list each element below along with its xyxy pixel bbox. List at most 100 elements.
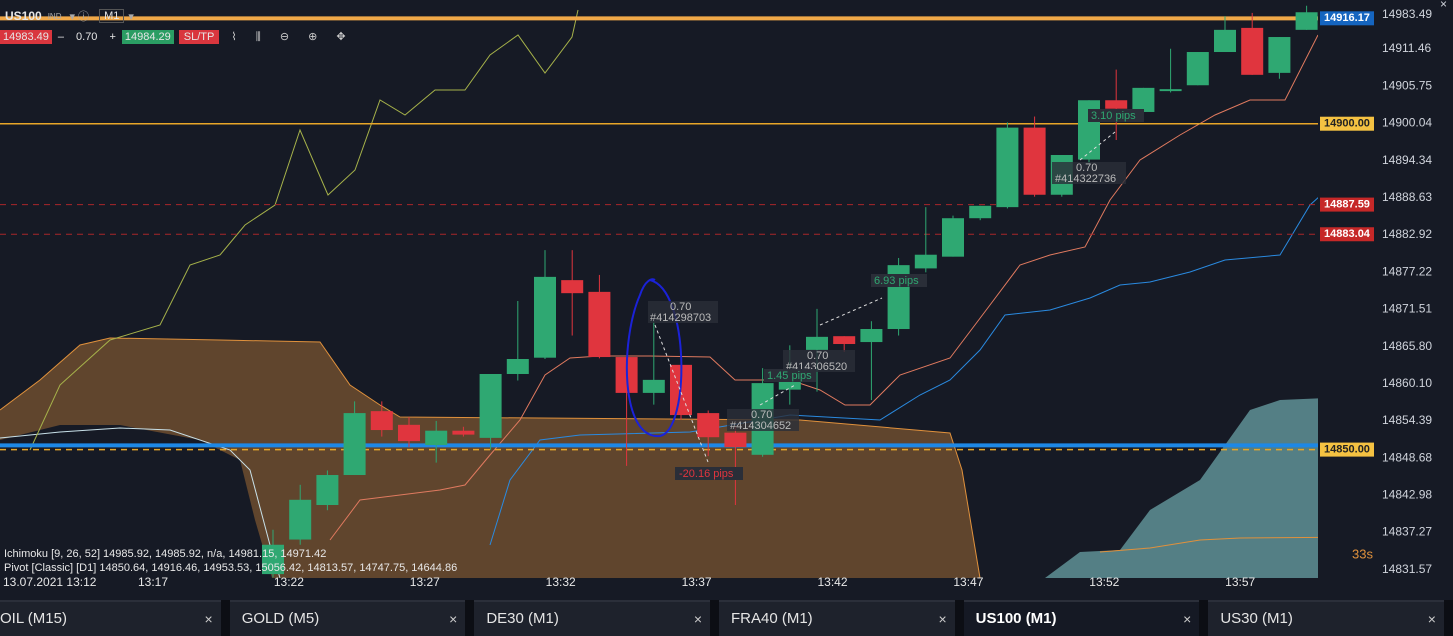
lot-size[interactable]: 0.70	[76, 31, 98, 43]
trade-box	[1052, 162, 1126, 184]
price-label: 14883.04	[1324, 228, 1371, 240]
y-tick-label: 14860.10	[1382, 376, 1432, 390]
trade-id: #414322736	[1055, 173, 1116, 185]
trade-link	[654, 324, 709, 463]
trade-link	[819, 297, 883, 326]
candle-body	[1159, 89, 1182, 92]
y-tick-label: 14871.51	[1382, 302, 1432, 316]
trade-lot: 0.70	[1076, 162, 1097, 174]
tab-close[interactable]: ×	[938, 611, 947, 627]
chart: 0.70 #414298703 0.70 #414304652 0.70 #41…	[0, 0, 1453, 600]
candle-body	[316, 475, 339, 506]
y-tick-label: 14911.46	[1382, 41, 1431, 55]
chikou	[29, 9, 579, 451]
tab-close[interactable]: ×	[204, 611, 213, 627]
tenkan	[329, 34, 1319, 541]
y-tick-label: 14837.27	[1382, 525, 1432, 539]
trade-bar: 14983.49 – 0.70 + 14984.29 SL/TP ⌇ ⫼ ⊖ ⊕…	[0, 29, 354, 45]
hand-drawing	[625, 278, 683, 438]
candle-body	[942, 218, 964, 257]
pips-box	[675, 467, 743, 480]
tab[interactable]: OIL (M15) ×	[0, 600, 221, 636]
candle-body	[1186, 52, 1209, 86]
candle-body	[506, 359, 529, 374]
candle-body	[343, 413, 366, 476]
tab-close[interactable]: ×	[449, 611, 458, 627]
span-a	[0, 337, 981, 579]
tab[interactable]: DE30 (M1) ×	[474, 600, 710, 636]
y-tick-label: 14831.57	[1382, 562, 1432, 576]
candle-body	[1268, 37, 1291, 73]
candle-body	[914, 254, 937, 269]
x-tick-label: 13:47	[953, 575, 983, 589]
candle-body	[534, 276, 556, 358]
dropdown-icon[interactable]: ▾	[128, 10, 134, 23]
price-labels: 14916.17 14900.00 14887.59 14883.04 14850.00	[1320, 11, 1374, 457]
lot-plus[interactable]: +	[109, 31, 116, 43]
close-icon[interactable]: ×	[1440, 0, 1447, 11]
candle-body	[1241, 27, 1264, 75]
tool-icons[interactable]: ⌇ ⫼ ⊖ ⊕ ✥	[231, 31, 354, 43]
tab-label[interactable]: OIL (M15)	[0, 610, 67, 627]
price-label-bg	[1320, 116, 1374, 131]
x-tick-label: 13:52	[1089, 575, 1119, 589]
candle-body	[479, 373, 502, 438]
tab[interactable]: US30 (M1) ×	[1208, 600, 1444, 636]
y-tick-label: 14888.63	[1382, 190, 1432, 204]
symbol-bar: US100 IND ▾ ⓘ M1 ▾	[5, 8, 134, 24]
tab[interactable]: US100 (M1) ×	[963, 600, 1200, 636]
symbol[interactable]: US100	[5, 9, 42, 23]
top-price-label: 14983.49	[1382, 7, 1432, 21]
candle-body	[1105, 100, 1128, 109]
candles	[262, 5, 1318, 578]
x-tick-label: 13.07.2021 13:12	[3, 575, 97, 589]
tab-label[interactable]: FRA40 (M1)	[731, 610, 813, 627]
timeframe[interactable]: M1	[99, 9, 125, 23]
tab[interactable]: GOLD (M5) ×	[229, 600, 466, 636]
trade-lot: 0.70	[751, 409, 772, 421]
tab-close[interactable]: ×	[1183, 611, 1192, 627]
market: IND	[47, 11, 62, 21]
tab-close[interactable]: ×	[693, 611, 702, 627]
price-label-bg	[1320, 11, 1374, 26]
trade-link	[1079, 131, 1116, 161]
trade-lot: 0.70	[670, 301, 691, 313]
candle-body	[1295, 12, 1318, 30]
trade-box	[648, 301, 718, 323]
tab-label[interactable]: US30 (M1)	[1220, 610, 1293, 627]
y-tick-label: 14900.04	[1382, 116, 1432, 130]
tab-label[interactable]: US100 (M1)	[975, 610, 1057, 627]
trade-box	[727, 409, 799, 431]
candle-body	[425, 430, 448, 446]
price-label-bg	[1320, 227, 1374, 242]
tab-bar: OIL (M15) × GOLD (M5) × DE30 (M1) × FRA40 (M1)…	[0, 600, 1453, 636]
price-axis	[1318, 0, 1453, 600]
y-tick-label: 14882.92	[1382, 227, 1432, 241]
tab-label[interactable]: GOLD (M5)	[241, 610, 320, 627]
candle-body	[289, 499, 312, 540]
y-tick-label: 14854.39	[1382, 413, 1432, 427]
dropdown-icon[interactable]: ▾ ⓘ	[69, 11, 90, 23]
tab-label[interactable]: DE30 (M1)	[486, 610, 559, 627]
trade-id: #414298703	[650, 312, 711, 324]
buy-button[interactable]: 14984.29	[121, 30, 174, 44]
sltp-button[interactable]: SL/TP	[178, 30, 220, 44]
y-tick-label: 14894.34	[1382, 153, 1432, 167]
candle-body	[969, 205, 992, 219]
price-label: 14916.17	[1324, 12, 1370, 24]
lot-minus[interactable]: –	[57, 31, 65, 43]
indicator-legend: Ichimoku [9, 26, 52] 14985.92, 14985.92,…	[4, 548, 326, 560]
candle-body	[262, 544, 284, 575]
tab[interactable]: FRA40 (M1) ×	[719, 600, 955, 636]
tab-close[interactable]: ×	[1427, 611, 1436, 627]
trade-lot: 0.70	[807, 350, 828, 362]
sell-button[interactable]: 14983.49	[0, 30, 52, 44]
pips-label: -20.16 pips	[679, 468, 734, 480]
candle-body	[1214, 29, 1236, 53]
cloud	[0, 338, 980, 578]
candle-body	[697, 413, 720, 438]
candle-body	[370, 411, 393, 431]
trade-link	[759, 384, 796, 406]
candle-body	[642, 379, 665, 393]
